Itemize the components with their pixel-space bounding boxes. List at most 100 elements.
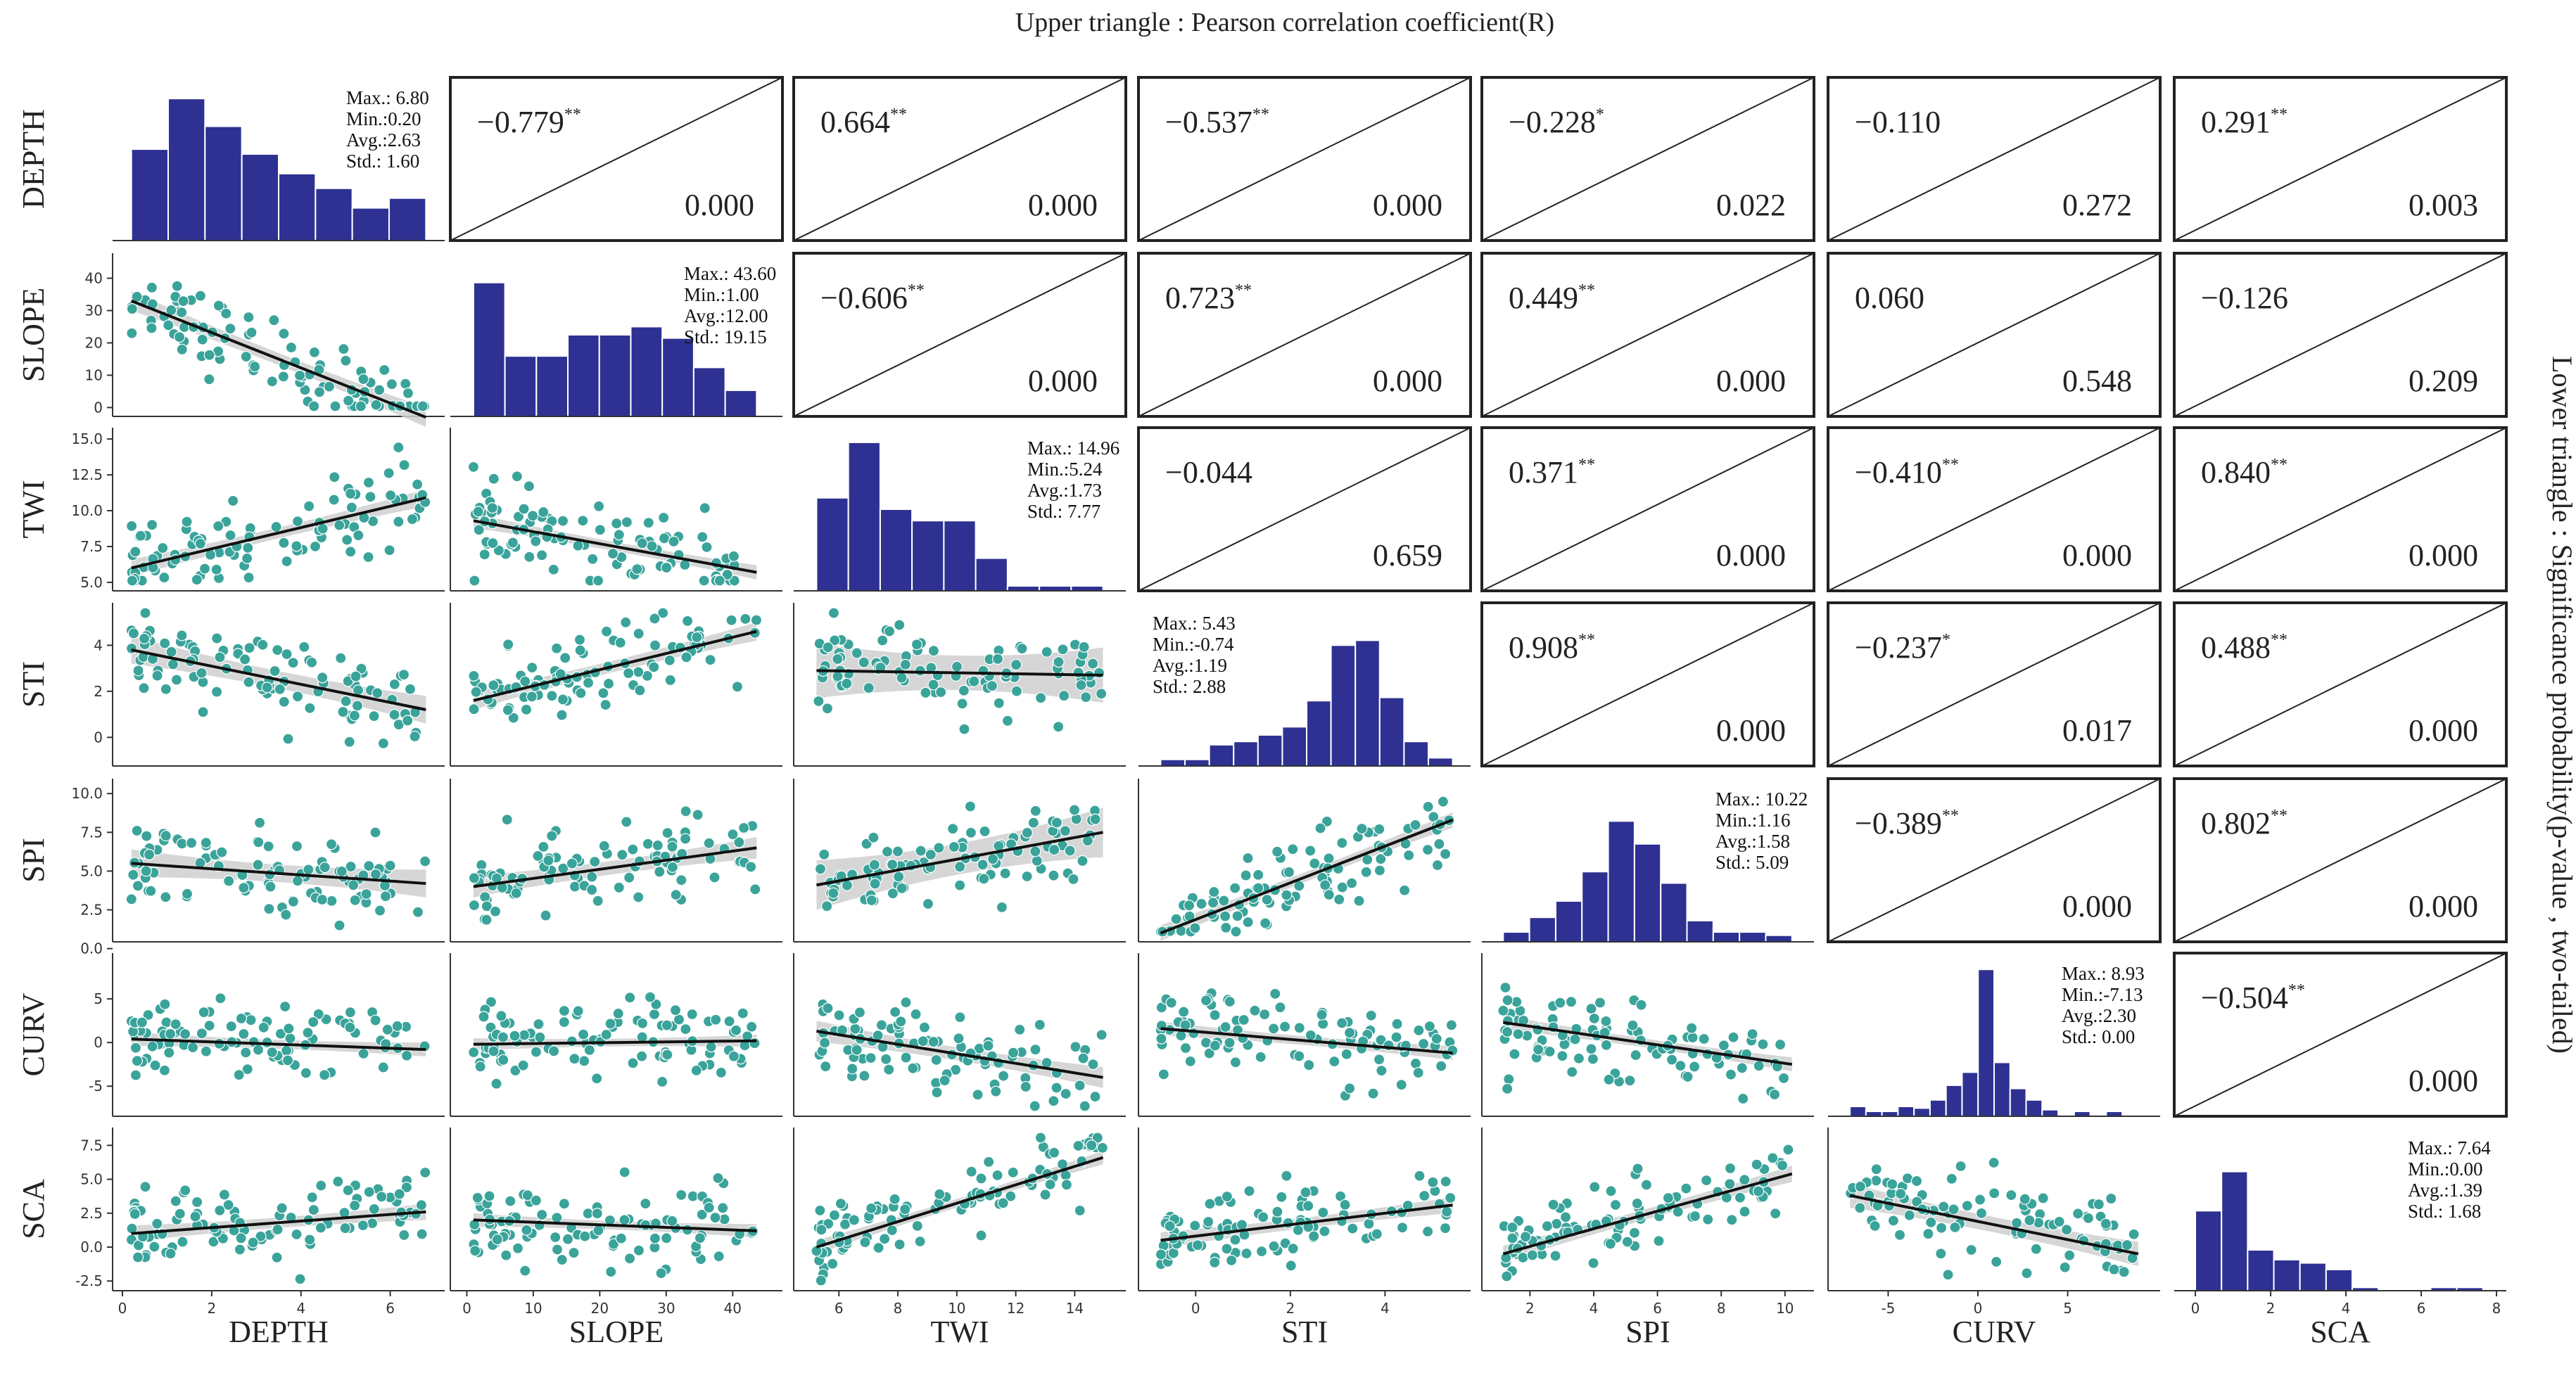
scatter-point xyxy=(1423,1020,1435,1033)
scatter-point xyxy=(1533,1044,1544,1056)
x-tick-label: 14 xyxy=(1066,1300,1084,1317)
panel-twi-depth: 5.0 7.5 10.0 12.5 15.0 xyxy=(71,428,445,592)
regression-line xyxy=(473,1039,757,1046)
scatter-point xyxy=(1021,870,1033,883)
scatter-point xyxy=(1435,1060,1447,1072)
scatter-point xyxy=(1589,1181,1601,1193)
scatter-point xyxy=(2128,1228,2140,1240)
scatter-point xyxy=(1072,667,1084,679)
scatter-point xyxy=(1229,1056,1242,1068)
x-tick-label: 6 xyxy=(386,1300,395,1317)
correlation-r-value: 0.291** xyxy=(2201,105,2288,139)
scatter-point xyxy=(148,1241,160,1253)
scatter-point xyxy=(999,867,1011,879)
scatter-point xyxy=(179,1184,191,1196)
histogram-bar xyxy=(1554,900,1583,943)
y-tick-label: 30 xyxy=(85,302,103,319)
panel-sti-curv: −0.237* 0.017 xyxy=(1827,601,2162,767)
scatter-point xyxy=(126,303,138,315)
regression-line xyxy=(1849,1194,2139,1256)
scatter-point xyxy=(303,500,315,512)
scatter-point xyxy=(1373,1054,1385,1066)
scatter-point xyxy=(1621,1236,1633,1248)
x-tick-label: 0 xyxy=(118,1300,127,1317)
scatter-point xyxy=(642,517,654,529)
scatter-point xyxy=(948,841,960,853)
regression-line xyxy=(473,1218,757,1232)
scatter-point xyxy=(1183,900,1195,912)
scatter-point xyxy=(191,1196,203,1208)
scatter-point xyxy=(239,653,251,665)
scatter-point xyxy=(997,1197,1009,1209)
histogram-bar xyxy=(1881,1111,1899,1118)
scatter-point xyxy=(344,1021,356,1033)
scatter-point xyxy=(526,662,538,674)
scatter-point xyxy=(335,652,347,664)
scatter-point xyxy=(1559,1211,1572,1223)
scatter-point xyxy=(978,873,990,885)
scatter-point xyxy=(578,1055,590,1067)
correlation-p-value: 0.017 xyxy=(2062,713,2132,748)
scatter-point xyxy=(278,696,290,708)
row-label-twi: TWI xyxy=(16,480,51,538)
panel-sca-twi: 6 8 10 12 14 xyxy=(793,1128,1126,1317)
scatter-point xyxy=(241,552,253,564)
histogram-bar xyxy=(1660,882,1688,943)
scatter-point xyxy=(611,518,623,530)
panel-slope-sti: 0.723** 0.000 xyxy=(1137,252,1472,418)
scatter-point xyxy=(841,677,853,689)
scatter-point xyxy=(627,843,639,855)
scatter-point xyxy=(1635,999,1647,1011)
regression-line xyxy=(473,630,757,702)
scatter-point xyxy=(265,881,277,893)
scatter-point xyxy=(1854,1180,1867,1193)
scatter-point xyxy=(839,1218,851,1230)
scatter-point xyxy=(316,893,328,906)
scatter-point xyxy=(145,885,157,897)
x-tick-label: 4 xyxy=(296,1300,305,1317)
histogram-bar xyxy=(1993,1061,2011,1117)
scatter-point xyxy=(487,537,499,549)
scatter-point xyxy=(1200,995,1212,1007)
scatter-point xyxy=(170,1195,182,1207)
scatter-point xyxy=(1240,869,1252,881)
scatter-point xyxy=(896,672,908,684)
scatter-point xyxy=(586,883,598,896)
column-label-curv: CURV xyxy=(1953,1315,2036,1349)
histogram-bar xyxy=(1257,734,1283,767)
regression-line xyxy=(816,669,1103,677)
histogram-bar xyxy=(630,326,664,417)
scatter-point xyxy=(1698,1033,1710,1045)
scatter-point xyxy=(1323,888,1335,901)
scatter-point xyxy=(1565,996,1578,1008)
correlation-diagonal xyxy=(1138,253,1471,417)
correlation-box xyxy=(2173,601,2508,767)
scatter-point xyxy=(272,644,284,656)
scatter-point xyxy=(704,654,716,666)
scatter-point xyxy=(270,521,282,533)
panel-curv-spi xyxy=(1481,953,1814,1117)
correlation-box xyxy=(449,76,784,242)
scatter-point xyxy=(468,872,480,884)
scatter-point xyxy=(277,371,289,383)
scatter-point xyxy=(357,1047,369,1060)
scatter-point xyxy=(869,878,881,890)
histogram-bar xyxy=(1208,743,1235,767)
panel-depth-curv: −0.110 0.272 xyxy=(1827,76,2162,242)
scatter-point xyxy=(731,681,744,693)
scatter-point xyxy=(291,1228,303,1240)
scatter-point xyxy=(1421,844,1434,856)
panel-curv-sti xyxy=(1138,953,1471,1117)
scatter-point xyxy=(1375,853,1387,865)
scatter-point xyxy=(179,1028,191,1040)
column-label-sca: SCA xyxy=(2310,1315,2371,1349)
scatter-point xyxy=(274,1028,286,1040)
correlation-box xyxy=(2173,777,2508,943)
correlation-box xyxy=(792,76,1127,242)
scatter-point xyxy=(633,891,645,903)
scatter-point xyxy=(649,1232,661,1244)
scatter-point xyxy=(185,837,198,849)
scatter-point xyxy=(517,1059,529,1071)
